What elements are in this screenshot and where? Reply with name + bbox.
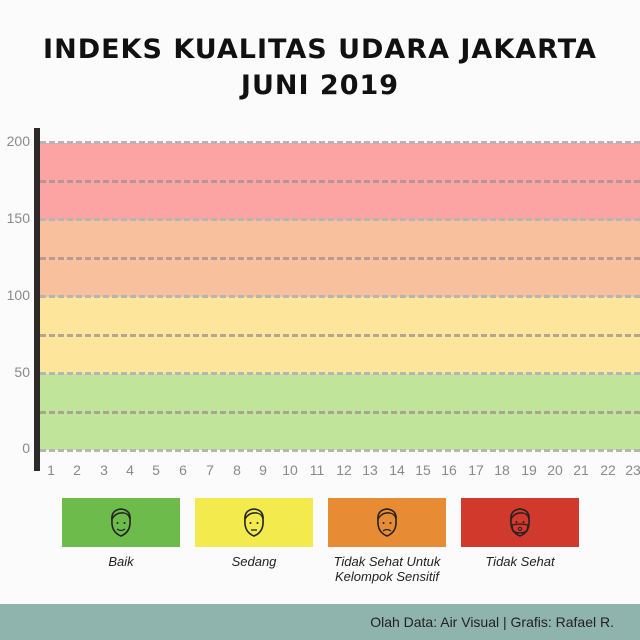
x-tick-11: 11 [309, 462, 325, 478]
legend-label-tidak-sehat: Tidak Sehat [485, 554, 555, 569]
legend-label-line2: Kelompok Sensitif [334, 569, 440, 584]
sad-face-icon [377, 507, 397, 537]
masked-face-icon [510, 507, 530, 537]
gridline-50 [40, 372, 640, 375]
gridline-125 [40, 257, 640, 260]
plot-area [40, 141, 640, 452]
gridline-0 [40, 449, 640, 452]
legend-label-tidak-sehat-sensitif: Tidak Sehat Untuk Kelompok Sensitif [307, 554, 467, 584]
x-tick-18: 18 [494, 462, 510, 478]
x-tick-14: 14 [389, 462, 405, 478]
chart-title-line2: JUNI 2019 [240, 70, 400, 101]
x-tick-15: 15 [415, 462, 431, 478]
x-tick-17: 17 [468, 462, 484, 478]
happy-face-icon [111, 507, 131, 537]
x-tick-23: 23 [625, 462, 640, 478]
y-tick-0: 0 [22, 440, 30, 456]
x-tick-13: 13 [362, 462, 378, 478]
legend-swatch-sedang [195, 498, 313, 547]
legend-label-line1: Tidak Sehat Untuk [333, 554, 441, 569]
gridline-75 [40, 334, 640, 337]
x-tick-4: 4 [126, 462, 134, 478]
gridline-200 [40, 141, 640, 144]
x-tick-9: 9 [259, 462, 267, 478]
x-tick-2: 2 [73, 462, 81, 478]
gridline-100 [40, 295, 640, 298]
x-tick-22: 22 [600, 462, 616, 478]
footer-credit: Olah Data: Air Visual | Grafis: Rafael R… [370, 614, 614, 630]
x-tick-1: 1 [47, 462, 55, 478]
x-tick-19: 19 [521, 462, 537, 478]
x-tick-21: 21 [573, 462, 589, 478]
y-tick-200: 200 [6, 133, 30, 149]
gridline-25 [40, 411, 640, 414]
gridline-175 [40, 180, 640, 183]
x-tick-8: 8 [233, 462, 241, 478]
x-tick-16: 16 [441, 462, 457, 478]
legend-swatch-tidak-sehat [461, 498, 579, 547]
footer-bar: Olah Data: Air Visual | Grafis: Rafael R… [0, 604, 640, 640]
y-tick-100: 100 [6, 287, 30, 303]
gridline-150 [40, 218, 640, 221]
neutral-face-icon [244, 507, 264, 537]
y-axis-line [34, 128, 40, 471]
x-tick-10: 10 [282, 462, 298, 478]
x-tick-7: 7 [206, 462, 214, 478]
x-tick-20: 20 [547, 462, 563, 478]
y-tick-50: 50 [14, 364, 30, 380]
legend-label-baik: Baik [108, 554, 134, 569]
chart-title-line1: INDEKS KUALITAS UDARA JAKARTA [43, 34, 597, 65]
legend-label-sedang: Sedang [231, 554, 277, 569]
legend-swatch-tidak-sehat-sensitif [328, 498, 446, 547]
x-tick-5: 5 [152, 462, 160, 478]
legend-swatch-baik [62, 498, 180, 547]
x-tick-3: 3 [100, 462, 108, 478]
x-tick-6: 6 [179, 462, 187, 478]
y-tick-150: 150 [6, 210, 30, 226]
x-tick-12: 12 [336, 462, 352, 478]
